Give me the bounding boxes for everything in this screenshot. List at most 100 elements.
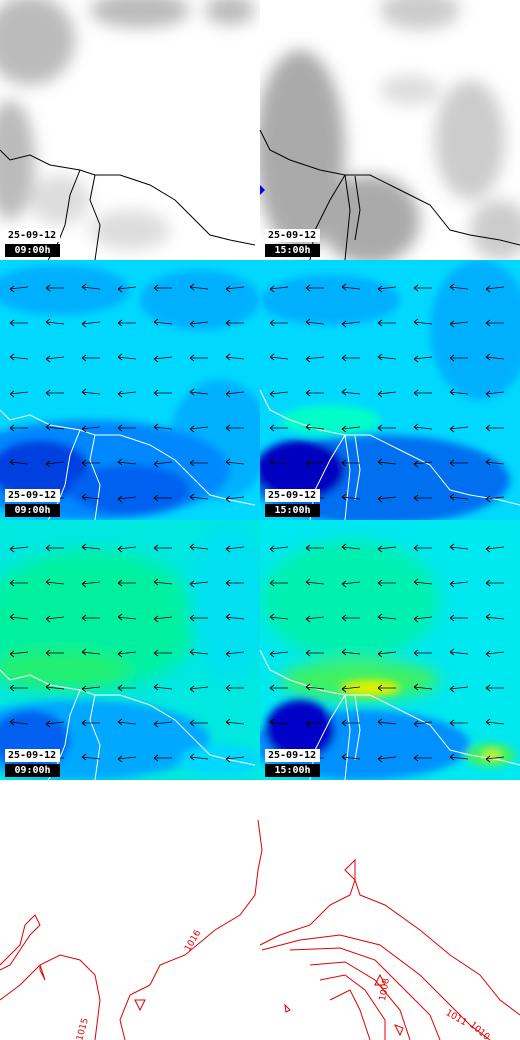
wind-arrow xyxy=(413,754,432,762)
wind-arrow xyxy=(45,649,64,657)
panel-time: 09:00h xyxy=(5,244,60,257)
wind-arrow xyxy=(449,753,469,761)
wind-arrow xyxy=(45,318,65,326)
wind-arrow xyxy=(9,684,28,692)
river xyxy=(354,695,361,761)
wind-arrow xyxy=(189,648,209,656)
wind-arrow xyxy=(449,354,468,362)
wind-arrow xyxy=(81,719,100,727)
wind-arrow xyxy=(305,544,324,552)
wind-arrow xyxy=(117,353,137,361)
wind-arrow xyxy=(153,720,173,728)
wind-arrow xyxy=(189,425,209,433)
wind-arrow xyxy=(341,685,361,693)
wind-arrow xyxy=(377,285,397,293)
panel-date: 25-09-12 xyxy=(5,749,60,762)
panel-date: 25-09-12 xyxy=(265,489,320,502)
wind-arrow xyxy=(485,458,505,466)
wind-arrow xyxy=(9,390,29,398)
wind-arrow xyxy=(117,424,136,432)
wind-arrow xyxy=(153,389,172,397)
wind-arrow xyxy=(305,578,325,586)
wind-arrow xyxy=(225,458,245,466)
panel-date: 25-09-12 xyxy=(5,229,60,242)
field-panel xyxy=(260,520,520,780)
wind-arrow xyxy=(341,648,361,656)
wind-arrow xyxy=(269,319,288,327)
wind-arrow xyxy=(485,755,505,763)
wind-arrow xyxy=(449,614,468,622)
wind-arrow xyxy=(449,648,469,656)
cloud-panel xyxy=(260,0,520,260)
wind-arrow xyxy=(9,545,29,553)
wind-arrow xyxy=(413,284,432,292)
wind-arrow xyxy=(225,319,244,327)
wind-arrow xyxy=(269,390,289,398)
wind-arrow xyxy=(269,613,289,621)
wind-arrow xyxy=(485,718,505,726)
wind-arrow xyxy=(153,494,172,502)
wind-arrow xyxy=(189,543,209,551)
wind-arrow xyxy=(153,615,173,623)
coast xyxy=(0,669,256,766)
wind-arrow xyxy=(377,458,397,466)
wind-arrow xyxy=(377,390,397,398)
wind-arrow xyxy=(341,320,361,328)
wind-arrow xyxy=(485,495,505,503)
wind-arrow xyxy=(9,458,29,466)
wind-arrow xyxy=(153,423,173,431)
wind-arrow xyxy=(153,284,172,292)
wind-arrow xyxy=(413,494,432,502)
wind-arrow xyxy=(377,424,396,432)
wind-arrow xyxy=(305,720,325,728)
wind-arrow xyxy=(449,388,469,396)
wind-arrow xyxy=(117,458,137,466)
wind-arrow xyxy=(189,459,208,467)
panel-time: 15:00h xyxy=(265,244,320,257)
wind-arrow xyxy=(449,719,468,727)
wind-arrow xyxy=(377,545,397,553)
wind-arrow xyxy=(485,353,505,361)
wind-arrow xyxy=(377,718,397,726)
wind-arrow xyxy=(225,424,244,432)
panel-time: 15:00h xyxy=(265,504,320,517)
river xyxy=(89,434,101,521)
wind-arrow xyxy=(225,545,245,553)
wind-arrow xyxy=(413,318,433,326)
coast xyxy=(259,389,520,506)
wind-arrow xyxy=(413,683,433,691)
contour-label: 1010 xyxy=(467,1020,491,1040)
river xyxy=(344,694,351,781)
wind-arrow xyxy=(81,493,101,501)
coast xyxy=(0,409,256,506)
wind-arrow xyxy=(45,544,64,552)
river xyxy=(89,694,101,781)
wind-arrow xyxy=(269,458,289,466)
wind-arrow xyxy=(189,493,209,501)
wind-arrow xyxy=(189,580,209,588)
wind-arrow xyxy=(81,614,100,622)
wind-arrow xyxy=(153,355,173,363)
wind-arrow xyxy=(413,355,433,363)
wind-arrows xyxy=(9,283,505,763)
wind-arrow xyxy=(117,718,137,726)
wind-arrow xyxy=(81,283,101,291)
wind-arrow xyxy=(341,543,361,551)
wind-arrow xyxy=(413,720,433,728)
wind-arrow xyxy=(305,615,325,623)
wind-arrow xyxy=(377,353,397,361)
cloud-panel xyxy=(0,0,260,260)
wind-arrow xyxy=(485,390,505,398)
wind-arrow xyxy=(269,579,288,587)
wind-arrow xyxy=(225,650,245,658)
wind-arrow xyxy=(485,684,504,692)
wind-arrow xyxy=(269,650,289,658)
wind-arrow xyxy=(305,355,325,363)
wind-arrow xyxy=(485,424,504,432)
wind-arrow xyxy=(189,320,209,328)
wind-arrow xyxy=(485,579,504,587)
panel-date: 25-09-12 xyxy=(265,749,320,762)
wind-arrow xyxy=(189,283,209,291)
wind-arrow xyxy=(9,424,28,432)
